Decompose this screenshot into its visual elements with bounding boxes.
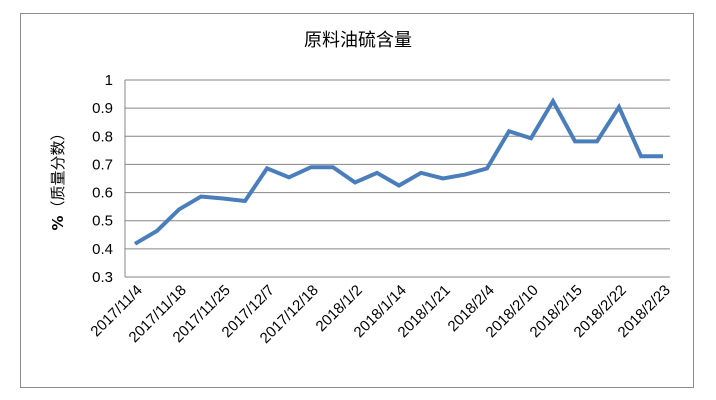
y-tick-label: 1 xyxy=(105,72,113,89)
y-axis-label-text: （质量分数） xyxy=(49,125,67,215)
y-axis-label: %（质量分数） xyxy=(49,125,67,230)
y-tick-label: 0.5 xyxy=(92,213,113,230)
y-axis-label-unit: % xyxy=(49,215,67,230)
x-tick-labels: 2017/11/42017/11/182017/11/252017/12/720… xyxy=(87,282,673,347)
chart-frame xyxy=(20,13,694,388)
y-tick-label: 0.3 xyxy=(92,269,113,286)
chart-title: 原料油硫含量 xyxy=(304,30,412,51)
y-tick-label: 0.7 xyxy=(92,156,113,173)
gridlines xyxy=(124,79,670,278)
series xyxy=(133,97,664,246)
y-tick-label: 0.9 xyxy=(92,100,113,117)
y-tick-label: 0.4 xyxy=(92,241,113,258)
y-tick-labels: 0.3 0.4 0.5 0.6 0.7 0.8 0.9 1 xyxy=(92,72,113,286)
y-tick-label: 0.8 xyxy=(92,128,113,145)
series-line xyxy=(133,97,663,246)
y-tick-label: 0.6 xyxy=(92,185,113,202)
